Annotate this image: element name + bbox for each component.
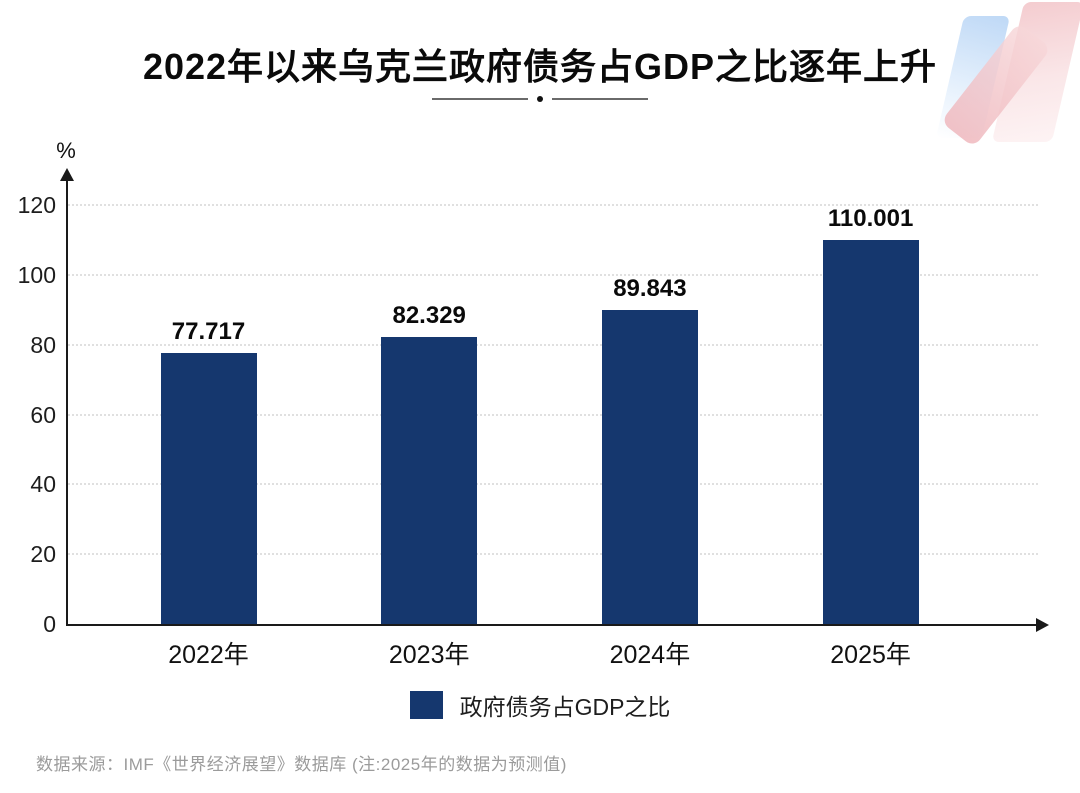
gridline-40 [68, 483, 1038, 486]
divider-line-right [552, 98, 648, 100]
gridline-20 [68, 553, 1038, 556]
bar-2024年 [601, 310, 698, 624]
divider-line-left [432, 98, 528, 100]
bar-value-label-2024年: 89.843 [613, 275, 687, 303]
x-category-label-2025年: 2025年 [830, 641, 911, 669]
divider-dot [537, 96, 543, 102]
x-category-label-2023年: 2023年 [388, 641, 470, 669]
y-tick-label-20: 20 [30, 541, 56, 568]
bar-value-label-2023年: 82.329 [392, 301, 466, 329]
x-axis-arrow-icon [1036, 618, 1049, 632]
chart-title: 2022年以来乌克兰政府债务占GDP之比逐年上升 [142, 46, 938, 87]
y-tick-label-0: 0 [43, 611, 56, 637]
y-axis-unit-label: % [56, 138, 76, 163]
y-tick-label-60: 60 [30, 401, 56, 428]
y-tick-label-80: 80 [30, 331, 56, 358]
gridline-60 [68, 413, 1038, 416]
bar-2025年 [822, 239, 919, 624]
bar-value-label-2022年: 77.717 [171, 317, 246, 345]
y-axis-line [66, 180, 68, 626]
y-axis-arrow-icon [60, 168, 74, 181]
gridline-80 [68, 343, 1038, 346]
source-note: 数据来源：IMF《世界经济展望》数据库 (注:2025年的数据为预测值) [36, 755, 567, 774]
x-category-label-2024年: 2024年 [609, 641, 691, 669]
x-axis-line [66, 624, 1038, 626]
gridline-120 [68, 204, 1038, 206]
legend-label: 政府债务占GDP之比 [459, 694, 671, 720]
legend-color-swatch [409, 691, 443, 719]
bar-2023年 [381, 336, 478, 624]
bar-2022年 [160, 352, 257, 624]
title-divider [0, 96, 1080, 102]
y-tick-label-100: 100 [17, 261, 56, 288]
x-category-label-2022年: 2022年 [168, 641, 249, 669]
gridline-100 [68, 273, 1038, 276]
chart-legend: 政府债务占GDP之比 [0, 688, 1080, 722]
bar-value-label-2025年: 110.001 [827, 204, 914, 232]
y-tick-label-120: 120 [17, 192, 56, 218]
y-tick-label-40: 40 [30, 471, 56, 498]
